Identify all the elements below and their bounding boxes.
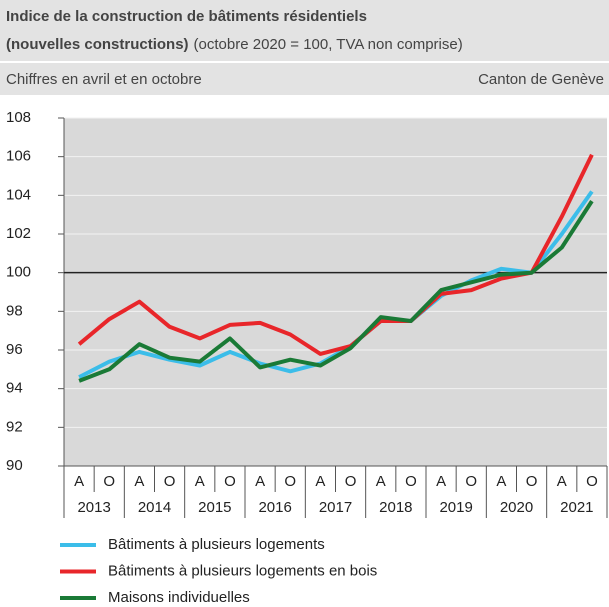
- chart-title: Indice de la construction de bâtiments r…: [6, 8, 367, 25]
- y-tick-label: 90: [6, 457, 23, 474]
- y-tick-label: 106: [6, 148, 31, 165]
- group-label: 2020: [500, 499, 533, 516]
- y-tick-label: 92: [6, 418, 23, 435]
- note: Chiffres en avril et en octobre: [6, 71, 202, 88]
- y-tick-label: 94: [6, 380, 23, 397]
- group-label: 2014: [138, 499, 171, 516]
- x-tick-label: A: [557, 473, 567, 490]
- x-tick-label: A: [74, 473, 84, 490]
- x-tick-label: O: [526, 473, 538, 490]
- x-tick-label: O: [164, 473, 176, 490]
- group-label: 2021: [560, 499, 593, 516]
- x-tick-label: A: [496, 473, 506, 490]
- group-label: 2016: [258, 499, 291, 516]
- y-tick-label: 96: [6, 341, 23, 358]
- x-tick-label: A: [134, 473, 144, 490]
- x-tick-label: O: [345, 473, 357, 490]
- x-tick-label: O: [103, 473, 115, 490]
- x-tick-label: O: [465, 473, 477, 490]
- y-tick-label: 100: [6, 264, 31, 281]
- x-tick-label: A: [436, 473, 446, 490]
- group-label: 2013: [77, 499, 110, 516]
- x-tick-label: O: [284, 473, 296, 490]
- legend-label: Maisons individuelles: [108, 589, 250, 606]
- y-tick-label: 102: [6, 225, 31, 242]
- header-background: [0, 0, 609, 95]
- series-line: [78, 200, 594, 383]
- x-tick-label: O: [405, 473, 417, 490]
- x-tick-label: A: [315, 473, 325, 490]
- y-tick-label: 104: [6, 186, 31, 203]
- y-tick-label: 108: [6, 109, 31, 126]
- group-label: 2019: [439, 499, 472, 516]
- group-label: 2018: [379, 499, 412, 516]
- group-label: 2017: [319, 499, 352, 516]
- x-tick-label: A: [195, 473, 205, 490]
- x-tick-label: A: [376, 473, 386, 490]
- x-tick-label: A: [255, 473, 265, 490]
- chart-title: (nouvelles constructions): [6, 36, 189, 53]
- chart-title-line: (nouvelles constructions) (octobre 2020 =…: [6, 36, 463, 53]
- y-tick-label: 98: [6, 302, 23, 319]
- chart-subtitle: (octobre 2020 = 100, TVA non comprise): [194, 36, 463, 53]
- x-tick-label: O: [586, 473, 598, 490]
- x-tick-label: O: [224, 473, 236, 490]
- series-line: [77, 153, 594, 356]
- group-label: 2015: [198, 499, 231, 516]
- source: Canton de Genève: [478, 71, 604, 88]
- legend-label: Bâtiments à plusieurs logements: [108, 536, 325, 553]
- legend-label: Bâtiments à plusieurs logements en bois: [108, 562, 377, 579]
- plot-area: [64, 118, 607, 466]
